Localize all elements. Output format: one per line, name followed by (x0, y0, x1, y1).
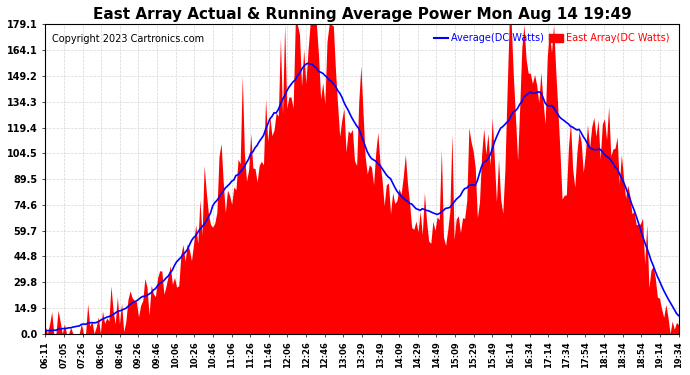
Title: East Array Actual & Running Average Power Mon Aug 14 19:49: East Array Actual & Running Average Powe… (92, 7, 631, 22)
Legend: Average(DC Watts), East Array(DC Watts): Average(DC Watts), East Array(DC Watts) (430, 29, 673, 47)
Text: Copyright 2023 Cartronics.com: Copyright 2023 Cartronics.com (52, 34, 204, 44)
